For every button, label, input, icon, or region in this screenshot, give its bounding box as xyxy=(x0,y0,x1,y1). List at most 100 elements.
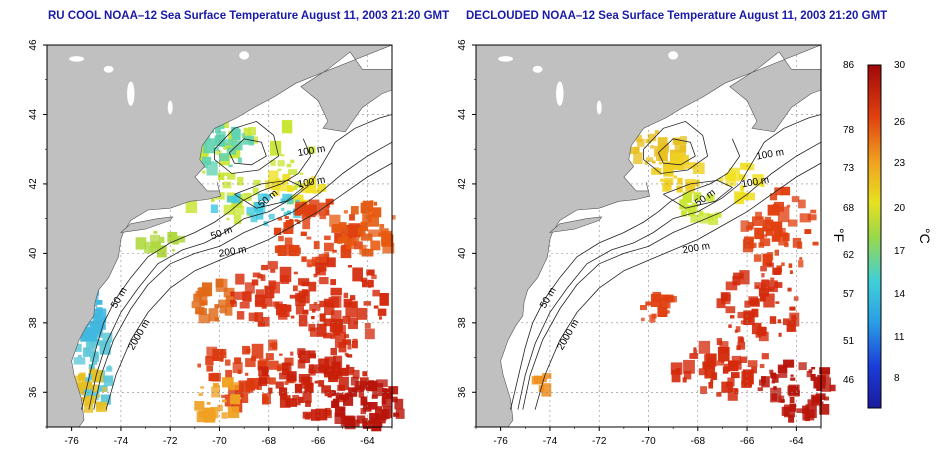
sst-pixel xyxy=(252,272,261,278)
sst-pixel xyxy=(267,261,278,270)
sst-pixel xyxy=(295,199,300,204)
sst-pixel xyxy=(738,174,743,179)
sst-pixel xyxy=(287,371,297,382)
lake xyxy=(103,65,114,73)
sst-pixel xyxy=(102,332,113,343)
sst-pixel xyxy=(278,235,284,242)
sst-pixel xyxy=(798,362,807,371)
sst-pixel xyxy=(340,246,352,259)
sst-pixel xyxy=(364,328,375,340)
sst-pixel xyxy=(91,338,100,345)
sst-pixel xyxy=(771,234,781,242)
sst-pixel xyxy=(778,232,788,246)
sst-pixel xyxy=(341,235,349,243)
sst-pixel xyxy=(329,324,336,332)
sst-pixel xyxy=(237,176,244,186)
sst-pixel xyxy=(754,282,764,290)
sst-pixel xyxy=(339,222,347,230)
sst-pixel xyxy=(222,377,234,388)
sst-pixel xyxy=(74,343,82,352)
sst-pixel xyxy=(215,150,222,155)
sst-pixel xyxy=(310,409,321,421)
sst-pixel xyxy=(309,370,316,376)
bathymetry-contours xyxy=(510,114,822,410)
lake xyxy=(127,81,135,106)
sst-pixel xyxy=(324,242,334,252)
sst-pixel xyxy=(725,306,736,314)
sst-pixel xyxy=(673,175,677,179)
sst-pixel xyxy=(321,385,331,394)
sst-pixel xyxy=(78,354,82,358)
sst-pixel xyxy=(657,306,668,317)
sst-pixel xyxy=(799,257,803,260)
sst-pixel xyxy=(743,310,755,325)
sst-pixel xyxy=(750,298,760,307)
sst-pixel xyxy=(718,177,724,182)
sst-pixel xyxy=(233,214,242,225)
y-tick-label: 36 xyxy=(28,386,39,398)
sst-pixel xyxy=(198,313,211,324)
sst-pixel xyxy=(261,303,267,309)
sst-pixel xyxy=(367,208,372,212)
depth-contour xyxy=(643,120,709,174)
sst-pixel xyxy=(381,398,387,405)
sst-pixel xyxy=(308,350,316,356)
sst-pixel xyxy=(687,181,694,188)
sst-pixel xyxy=(305,180,317,194)
sst-pixel xyxy=(251,343,264,359)
sst-pixel xyxy=(298,278,310,286)
x-tick-label: -76 xyxy=(493,436,508,447)
sst-pixel xyxy=(672,137,681,145)
sst-pixel xyxy=(360,233,373,241)
sst-pixel xyxy=(799,213,811,223)
sst-pixel xyxy=(258,377,268,387)
sst-pixel xyxy=(279,372,290,380)
sst-pixel xyxy=(362,209,372,222)
sst-pixel xyxy=(280,275,290,284)
sst-pixel xyxy=(347,317,358,329)
sst-pixel xyxy=(342,339,352,345)
sst-pixel xyxy=(280,392,288,400)
sst-pixel xyxy=(319,277,329,285)
sst-pixel xyxy=(348,238,355,244)
sst-pixel xyxy=(686,182,695,194)
sst-pixel xyxy=(757,387,763,392)
sst-pixel xyxy=(742,239,754,253)
sst-pixel xyxy=(250,213,258,223)
sst-pixel xyxy=(168,232,177,241)
sst-pixel xyxy=(363,301,371,306)
bathymetry-contours xyxy=(81,114,393,410)
sst-pixel xyxy=(135,237,147,250)
colorbar-c-tick: 20 xyxy=(894,203,906,214)
sst-pixel xyxy=(237,157,242,163)
sst-pixel xyxy=(751,308,759,318)
sst-pixel xyxy=(381,230,393,244)
sst-pixel xyxy=(215,278,228,292)
sst-pixel xyxy=(735,193,744,203)
sst-pixel xyxy=(218,153,230,161)
sst-pixel xyxy=(156,245,167,258)
sst-pixel xyxy=(221,412,228,419)
sst-pixel xyxy=(268,170,279,184)
sst-pixel xyxy=(295,294,306,306)
sst-pixel xyxy=(246,348,251,353)
sst-pixel xyxy=(227,195,237,203)
depth-contour xyxy=(214,120,280,174)
sst-pixel xyxy=(277,245,287,256)
sst-pixel xyxy=(300,183,309,193)
sst-pixel xyxy=(253,179,261,186)
sst-pixel xyxy=(336,371,343,378)
sst-pixel xyxy=(159,236,165,243)
sst-pixel xyxy=(220,358,224,362)
sst-pixel xyxy=(222,181,232,189)
sst-pixel xyxy=(323,366,336,375)
sst-pixel xyxy=(348,265,352,268)
sst-pixel xyxy=(747,222,754,230)
sst-pixel xyxy=(343,334,349,338)
sst-pixel xyxy=(346,364,350,369)
sst-pixel xyxy=(767,262,774,268)
x-tick-label: -64 xyxy=(360,436,375,447)
sst-pixel xyxy=(658,161,663,165)
